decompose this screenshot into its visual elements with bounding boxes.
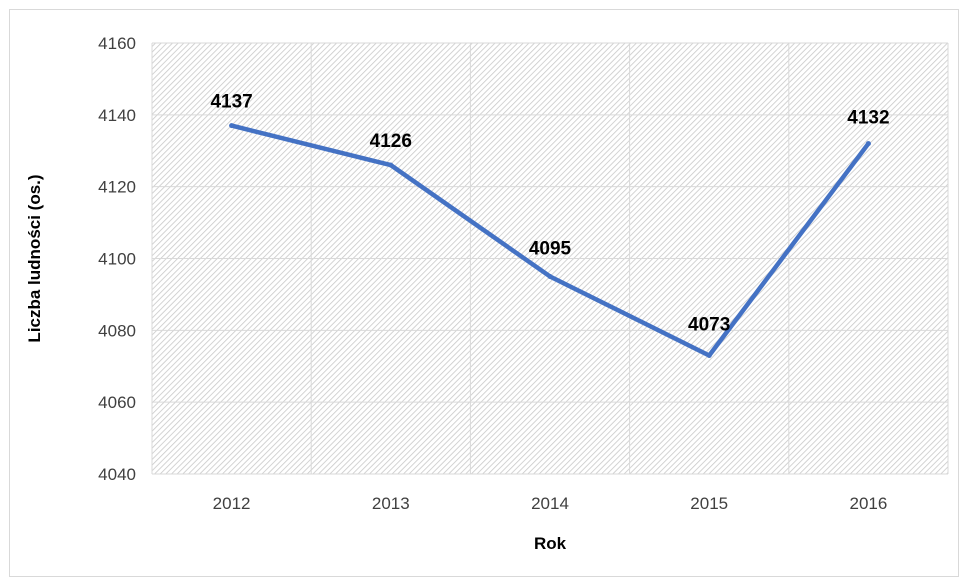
data-label: 4137	[210, 92, 252, 113]
x-tick-label: 2016	[849, 494, 887, 513]
data-point	[388, 162, 394, 168]
x-axis-ticks: 2012 2013 2014 2015 2016	[213, 494, 888, 513]
x-axis-title: Rok	[534, 534, 567, 553]
x-tick-label: 2012	[213, 494, 251, 513]
y-axis-ticks: 4040 4060 4080 4100 4120 4140 4160	[98, 34, 136, 484]
data-label: 4095	[529, 238, 572, 259]
data-point	[547, 273, 553, 279]
data-label: 4132	[847, 108, 889, 129]
x-tick-label: 2013	[372, 494, 410, 513]
y-axis-title: Liczba ludności (os.)	[25, 174, 44, 342]
data-point	[229, 123, 235, 129]
data-label: 4073	[688, 314, 730, 335]
y-tick-label: 4040	[98, 465, 136, 484]
series-layer	[229, 123, 871, 358]
gridlines	[151, 42, 949, 475]
data-labels: 4137 4126 4095 4073 4132	[210, 92, 889, 336]
data-label: 4126	[370, 131, 412, 152]
y-tick-label: 4160	[98, 34, 136, 53]
data-point	[865, 141, 871, 147]
y-tick-label: 4060	[98, 393, 136, 412]
y-tick-label: 4120	[98, 178, 136, 197]
data-point	[706, 352, 712, 358]
x-tick-label: 2015	[690, 494, 728, 513]
x-tick-label: 2014	[531, 494, 569, 513]
y-tick-label: 4100	[98, 250, 136, 269]
y-tick-label: 4140	[98, 106, 136, 125]
y-tick-label: 4080	[98, 321, 136, 340]
